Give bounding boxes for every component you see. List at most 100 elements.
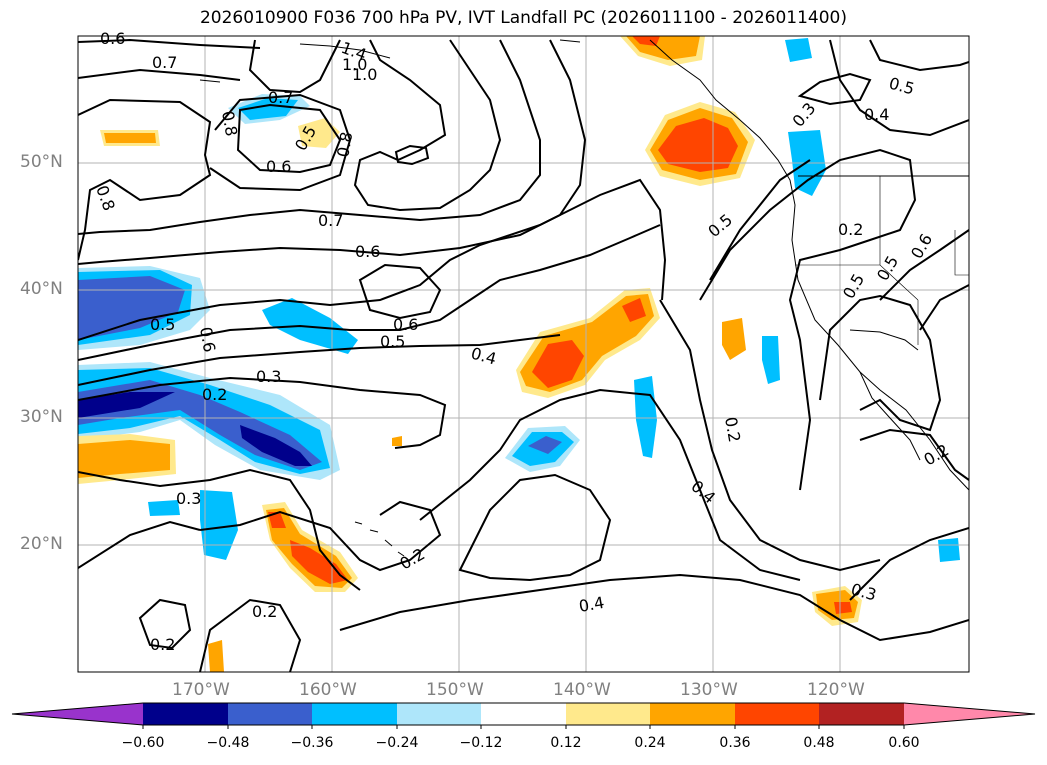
contour-label: 0.6 xyxy=(355,242,380,261)
contour-label: 0.8 xyxy=(333,130,356,158)
baja-peninsula xyxy=(859,371,921,461)
positive-anomaly-region xyxy=(392,436,402,446)
pv-contour-line xyxy=(236,103,342,174)
contour-label: 0.4 xyxy=(864,105,889,124)
pv-contour-line xyxy=(78,39,587,265)
graticule xyxy=(78,36,969,672)
pv-contour-line xyxy=(78,38,261,49)
positive-anomaly-region xyxy=(104,133,156,143)
coastline-layer xyxy=(199,39,969,557)
colorbar-segment xyxy=(143,703,228,725)
longitude-label: 130°W xyxy=(680,680,738,700)
negative-anomaly-region xyxy=(200,490,238,560)
negative-anomaly-region xyxy=(78,392,175,418)
latitude-label: 20°N xyxy=(20,534,63,554)
colorbar-segment xyxy=(312,703,397,725)
north-america-coastline xyxy=(649,39,969,491)
colorbar-segment xyxy=(650,703,735,725)
contour-label: 0.6 xyxy=(196,325,219,353)
colorbar-segment xyxy=(397,703,481,725)
contour-label: 0.3 xyxy=(176,489,201,508)
latitude-label: 30°N xyxy=(20,407,63,427)
pv-contour-line xyxy=(199,598,302,672)
contour-label: 0.6 xyxy=(266,157,291,176)
contour-label: 0.8 xyxy=(218,109,241,137)
contour-label: 0.5 xyxy=(380,332,405,351)
pv-contour-line xyxy=(458,473,612,582)
colorbar-tick-label: 0.12 xyxy=(550,735,582,751)
us-mexico-border xyxy=(849,329,919,351)
colorbar xyxy=(11,702,1036,729)
positive-anomaly-region xyxy=(622,298,646,322)
contour-label: 0.3 xyxy=(256,367,281,386)
pv-contour-line xyxy=(879,229,969,301)
pv-contour-line xyxy=(209,93,352,192)
negative-anomaly-region xyxy=(762,336,780,384)
contour-label: 0.5 xyxy=(704,210,736,241)
colorbar-segment xyxy=(735,703,819,725)
colorbar-ticks xyxy=(142,725,905,729)
pv-contour-line xyxy=(248,39,341,94)
longitude-label: 150°W xyxy=(426,680,484,700)
contour-label: 0.2 xyxy=(838,220,863,239)
positive-anomaly-region xyxy=(722,318,746,360)
positive-anomaly-region xyxy=(208,640,224,672)
pv-contour-line xyxy=(339,573,969,642)
pv-contour-line xyxy=(869,39,969,72)
contour-label: 0.2 xyxy=(202,385,227,404)
negative-anomaly-region xyxy=(785,38,812,62)
pv-contour-line xyxy=(78,224,661,361)
pv-contour-line xyxy=(394,144,430,166)
contour-label: 0.2 xyxy=(721,415,744,443)
colorbar-tick-label: −0.48 xyxy=(206,735,250,751)
contour-label: 0.6 xyxy=(393,315,418,334)
positive-anomaly-region xyxy=(78,440,170,478)
colorbar-tick-label: −0.60 xyxy=(121,735,165,751)
pv-contour-line xyxy=(358,263,442,320)
colorbar-tick-label: 0.48 xyxy=(803,735,835,751)
positive-anomaly-region xyxy=(834,602,852,614)
pv-contour-line xyxy=(797,72,872,106)
positive-anomaly-region xyxy=(290,540,348,584)
colorbar-tick-label: −0.12 xyxy=(459,735,503,751)
contour-label-layer: 0.6 0.7 1.4 1.0 1.0 0.7 0.8 0.5 0.6 0.8 … xyxy=(92,29,952,654)
colorbar-segment xyxy=(566,703,650,725)
contour-label: 0.6 xyxy=(907,230,936,262)
contour-label: 0.7 xyxy=(268,88,293,107)
pv-contour-line xyxy=(78,334,561,386)
pv-contour-line xyxy=(353,39,502,212)
pv-contour-line xyxy=(849,527,969,601)
state-borders xyxy=(795,176,969,345)
pv-contour-line xyxy=(78,178,667,341)
pv-contour-layer xyxy=(78,38,969,672)
negative-anomaly-region xyxy=(240,425,312,466)
pv-contour-line xyxy=(829,39,969,137)
colorbar-tick-label: 0.24 xyxy=(634,735,666,751)
negative-anomaly-region xyxy=(78,276,185,340)
latitude-label: 40°N xyxy=(20,279,63,299)
colorbar-tick-label: −0.24 xyxy=(375,735,419,751)
longitude-label: 140°W xyxy=(553,680,611,700)
map-title: 2026010900 F036 700 hPa PV, IVT Landfall… xyxy=(199,8,847,28)
contour-label: 0.6 xyxy=(100,29,125,48)
pv-contour-line xyxy=(78,520,201,569)
contour-label: 0.8 xyxy=(92,183,119,213)
pv-contour-line xyxy=(919,284,969,331)
latitude-label: 50°N xyxy=(20,152,63,172)
colorbar-segment xyxy=(819,703,904,725)
contour-label: 1.0 xyxy=(342,55,367,74)
contour-label: 0.4 xyxy=(577,593,605,616)
aleutian-islands xyxy=(199,39,581,83)
colorbar-low-extend xyxy=(12,703,143,725)
pv-contour-line xyxy=(138,598,192,650)
contour-label: 0.7 xyxy=(318,211,343,230)
pv-contour-line xyxy=(78,376,447,449)
positive-anomaly-region xyxy=(268,512,286,528)
contour-label: 0.5 xyxy=(839,270,868,302)
pv-contour-line xyxy=(709,159,811,281)
contour-label: 0.4 xyxy=(469,344,499,369)
contour-label: 0.5 xyxy=(887,74,917,99)
contour-label: 0.2 xyxy=(252,602,277,621)
colorbar-high-extend xyxy=(904,703,1035,725)
